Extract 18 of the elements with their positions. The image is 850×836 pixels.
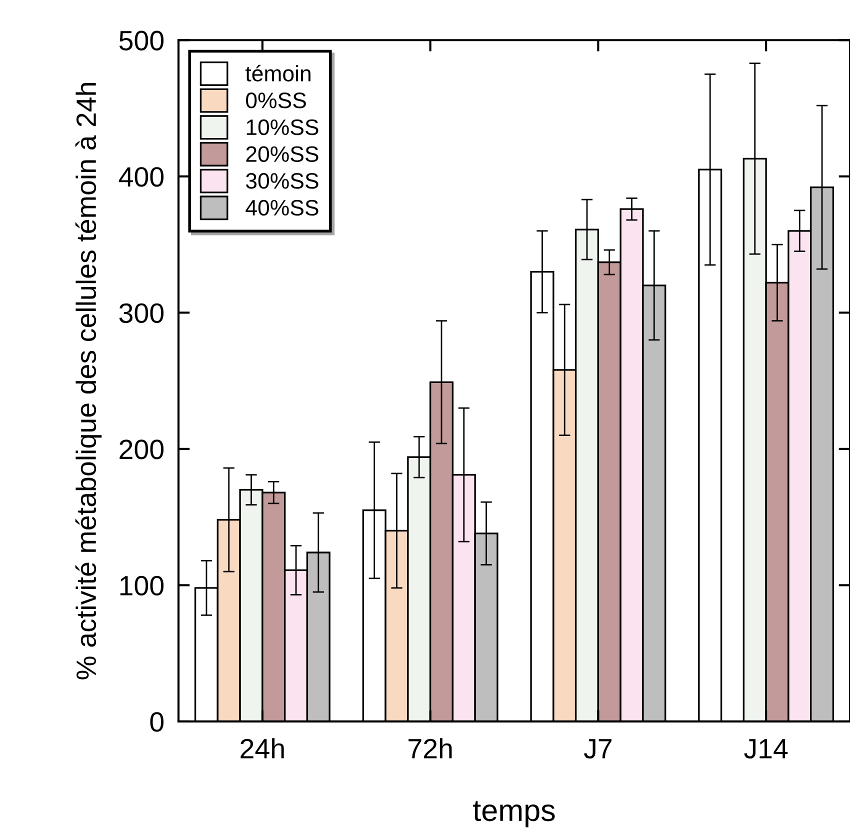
- x-tick-label: 72h: [408, 738, 452, 758]
- y-tick-label: 0: [150, 712, 164, 732]
- y-tick-label: 400: [118, 167, 164, 187]
- legend-label: 0%SS: [246, 92, 306, 108]
- x-tick-label: J7: [584, 739, 612, 759]
- y-axis-title: % activité métabolique des cellules témoin à 24h: [75, 83, 102, 680]
- legend-label: 40%SS: [246, 200, 318, 216]
- legend-label: 10%SS: [246, 119, 318, 136]
- legend-label: témoin: [246, 64, 310, 82]
- x-tick-label: 24h: [240, 738, 284, 758]
- legend-label: 30%SS: [246, 173, 318, 189]
- x-axis-title: temps: [473, 801, 555, 828]
- legend-label: 20%SS: [246, 146, 318, 162]
- y-tick-label: 300: [119, 303, 164, 324]
- y-tick-label: 100: [120, 576, 164, 596]
- x-tick-label: J14: [744, 739, 788, 759]
- y-tick-label: 500: [119, 30, 164, 50]
- y-tick-label: 200: [120, 440, 164, 460]
